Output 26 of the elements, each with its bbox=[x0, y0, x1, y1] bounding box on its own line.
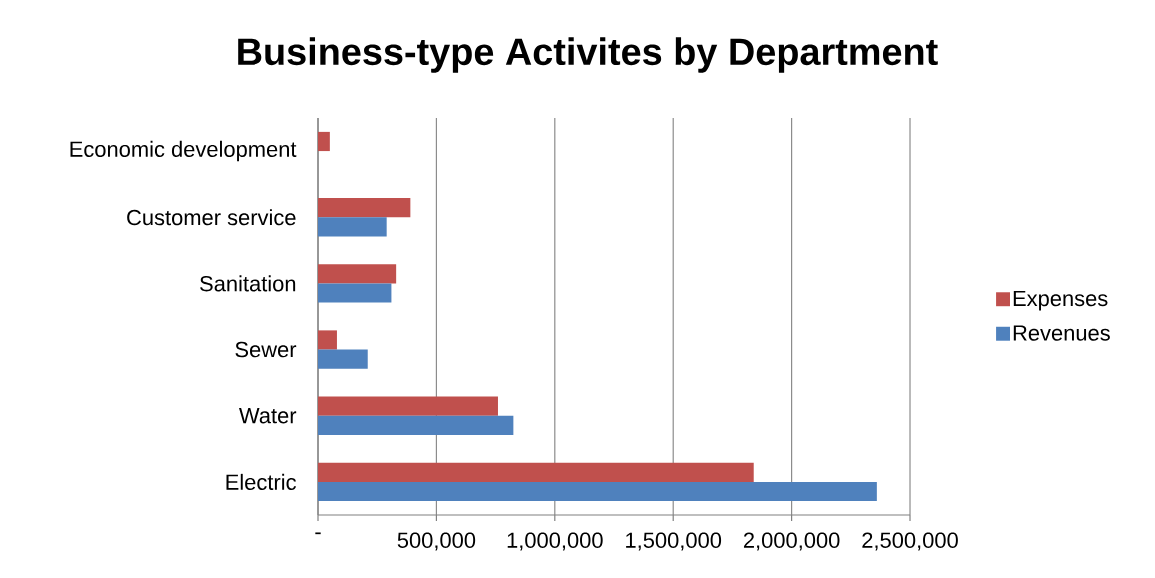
x-tick-label: 500,000 bbox=[397, 532, 476, 551]
bar bbox=[318, 217, 387, 237]
x-tick-label: 2,500,000 bbox=[862, 532, 958, 551]
y-tick-label: Electric bbox=[226, 473, 296, 490]
bar bbox=[318, 330, 337, 350]
y-tick-label: Economic development bbox=[70, 140, 297, 162]
x-tick-label: - bbox=[315, 532, 321, 535]
legend-label: Expenses bbox=[1013, 290, 1108, 311]
legend-label: Revenues bbox=[1013, 325, 1110, 341]
bar bbox=[318, 198, 411, 218]
bar bbox=[318, 462, 754, 482]
bar bbox=[318, 415, 514, 435]
bar bbox=[318, 131, 330, 152]
x-tick-label: 1,000,000 bbox=[507, 532, 603, 551]
x-tick-label: 2,000,000 bbox=[743, 532, 840, 551]
bar bbox=[318, 264, 397, 284]
x-tick-label: 1,500,000 bbox=[626, 532, 722, 551]
chart-title: Business-type Activites by Department bbox=[238, 37, 938, 73]
bar bbox=[318, 481, 877, 502]
y-tick-label: Customer service bbox=[127, 209, 296, 226]
y-tick-label: Water bbox=[239, 408, 297, 424]
y-tick-label: Sewer bbox=[235, 341, 297, 358]
bar bbox=[318, 349, 368, 369]
y-tick-label: Sanitation bbox=[200, 275, 296, 292]
bar bbox=[318, 396, 498, 416]
bar bbox=[318, 283, 392, 303]
